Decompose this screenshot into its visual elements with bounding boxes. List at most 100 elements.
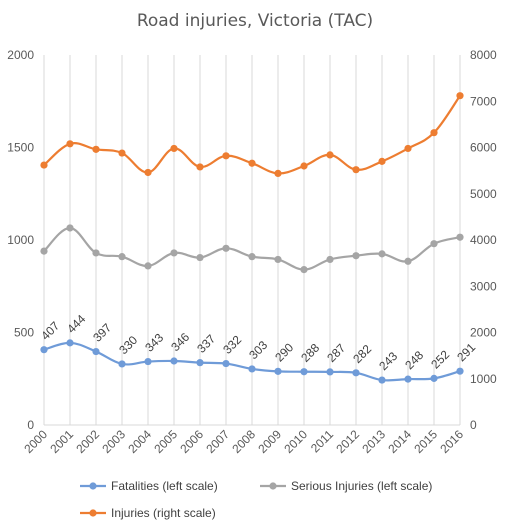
- data-point-injuries: [352, 166, 360, 174]
- right-axis: 0 1000 2000 3000 4000 5000 6000 7000 8000: [470, 48, 497, 432]
- data-point-fatalities: [222, 359, 230, 368]
- data-point-injuries: [196, 163, 204, 171]
- left-tick-label: 1500: [7, 141, 34, 155]
- data-point-fatalities: [300, 368, 308, 376]
- data-label: 290: [272, 340, 296, 364]
- data-point-serious: [456, 233, 464, 241]
- data-point-injuries: [274, 169, 282, 177]
- data-label: 407: [38, 319, 62, 343]
- data-label: 343: [142, 330, 166, 354]
- data-point-injuries: [378, 157, 386, 165]
- data-label: 397: [90, 320, 114, 344]
- data-point-serious: [352, 252, 360, 260]
- x-tick-label: 2001: [47, 427, 76, 456]
- x-tick-label: 2010: [281, 427, 310, 456]
- data-point-serious: [92, 249, 100, 257]
- data-point-fatalities: [170, 357, 178, 365]
- data-point-fatalities: [196, 359, 204, 367]
- x-tick-label: 2013: [359, 427, 388, 456]
- data-point-fatalities: [430, 374, 438, 382]
- data-label: 330: [116, 333, 140, 357]
- data-point-serious: [378, 250, 386, 258]
- x-tick-label: 2008: [229, 427, 258, 456]
- data-point-serious: [118, 253, 126, 261]
- data-point-fatalities: [352, 369, 360, 377]
- data-point-fatalities: [456, 367, 464, 375]
- legend: Fatalities (left scale) Serious Injuries …: [80, 479, 432, 520]
- right-tick-label: 0: [470, 418, 477, 432]
- right-tick-label: 5000: [470, 187, 497, 201]
- data-point-injuries: [222, 152, 230, 160]
- data-point-injuries: [40, 161, 48, 169]
- data-point-fatalities: [40, 346, 48, 354]
- x-tick-label: 2000: [21, 427, 50, 456]
- x-tick-label: 2011: [308, 427, 336, 455]
- right-tick-label: 6000: [470, 141, 497, 155]
- x-tick-label: 2003: [99, 427, 128, 456]
- x-tick-label: 2002: [73, 427, 102, 456]
- data-point-injuries: [144, 168, 152, 177]
- data-point-injuries: [118, 149, 126, 157]
- data-label: 291: [454, 340, 478, 364]
- data-point-fatalities: [378, 376, 386, 384]
- data-point-serious: [40, 247, 48, 255]
- legend-label: Serious Injuries (left scale): [291, 479, 432, 493]
- data-label: 282: [350, 342, 374, 366]
- legend-label: Injuries (right scale): [111, 506, 216, 520]
- data-point-fatalities: [118, 360, 126, 368]
- right-tick-label: 4000: [470, 233, 497, 247]
- left-tick-label: 2000: [7, 48, 34, 62]
- left-tick-label: 500: [14, 326, 34, 340]
- data-point-serious: [196, 253, 204, 262]
- right-tick-label: 2000: [470, 326, 497, 340]
- data-label: 303: [246, 338, 270, 362]
- data-label: 332: [220, 332, 244, 356]
- x-tick-label: 2009: [255, 427, 284, 456]
- left-axis: 0 500 1000 1500 2000: [7, 48, 34, 432]
- data-point-fatalities: [404, 375, 412, 383]
- data-label: 346: [168, 330, 192, 354]
- data-point-injuries: [300, 162, 308, 170]
- data-point-injuries: [170, 144, 178, 153]
- legend-swatch-marker: [89, 482, 97, 490]
- data-point-injuries: [92, 145, 100, 153]
- right-tick-label: 1000: [470, 372, 497, 386]
- x-tick-label: 2014: [385, 427, 414, 456]
- data-point-serious: [66, 224, 74, 232]
- data-point-serious: [144, 262, 152, 270]
- data-point-serious: [430, 240, 438, 248]
- left-tick-label: 1000: [7, 233, 34, 247]
- data-point-injuries: [430, 129, 438, 137]
- x-tick-label: 2004: [125, 427, 154, 456]
- data-point-serious: [404, 257, 412, 265]
- x-tick-label: 2007: [203, 427, 232, 456]
- legend-swatch-marker: [269, 482, 277, 490]
- right-tick-label: 8000: [470, 48, 497, 62]
- legend-item: Serious Injuries (left scale): [260, 479, 432, 493]
- data-point-serious: [222, 244, 230, 252]
- legend-item: Fatalities (left scale): [80, 479, 218, 493]
- data-label: 243: [376, 349, 400, 373]
- x-tick-label: 2005: [151, 427, 180, 456]
- data-point-fatalities: [326, 368, 334, 376]
- right-tick-label: 3000: [470, 279, 497, 293]
- legend-item: Injuries (right scale): [80, 506, 216, 520]
- x-tick-label: 2012: [333, 427, 362, 456]
- data-point-injuries: [248, 159, 256, 167]
- data-point-serious: [274, 255, 282, 264]
- data-point-fatalities: [92, 347, 100, 356]
- x-tick-label: 2006: [177, 427, 206, 456]
- series-group: [40, 92, 464, 384]
- data-point-fatalities: [144, 357, 152, 366]
- legend-swatch-marker: [89, 509, 97, 517]
- data-point-serious: [170, 249, 178, 257]
- x-tick-label: 2016: [437, 427, 466, 456]
- data-point-serious: [248, 253, 256, 261]
- x-tick-label: 2015: [411, 427, 440, 456]
- data-label: 252: [428, 347, 452, 371]
- data-point-injuries: [404, 144, 412, 153]
- data-point-injuries: [326, 151, 334, 159]
- data-label: 337: [194, 331, 218, 355]
